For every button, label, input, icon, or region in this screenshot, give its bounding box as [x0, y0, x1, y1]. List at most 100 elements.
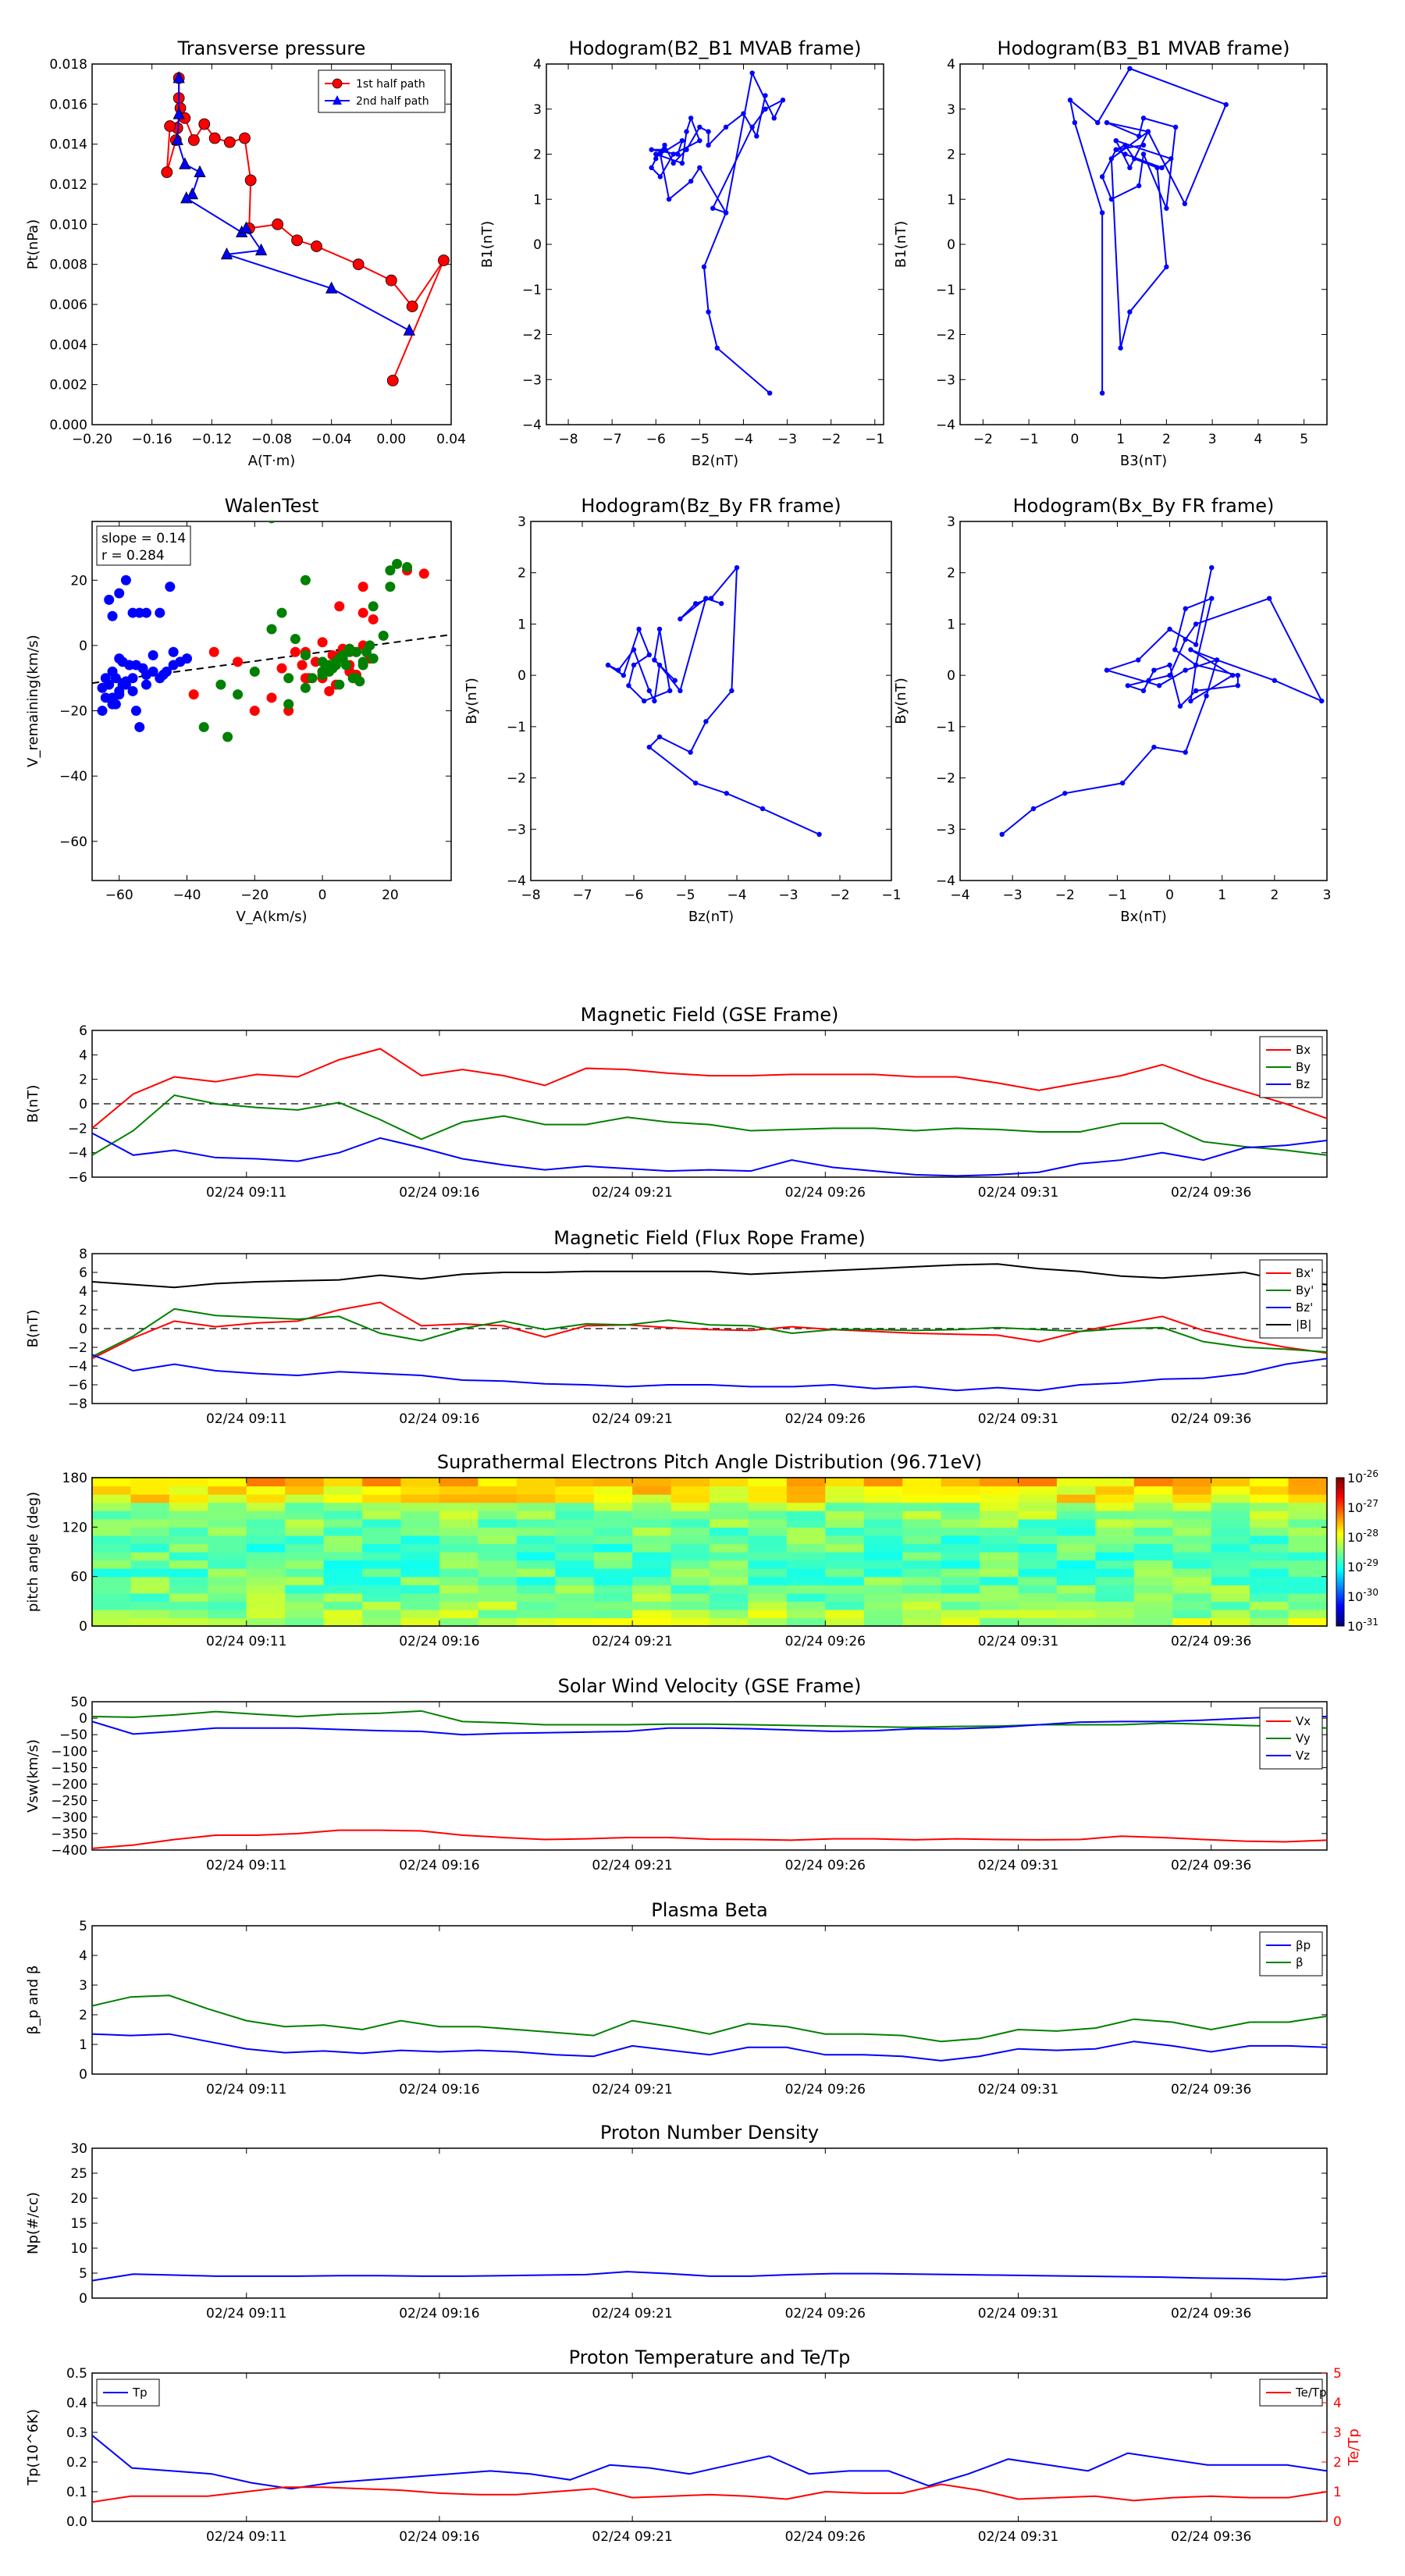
heatmap-cell — [863, 1510, 903, 1520]
heatmap-cell — [516, 1552, 556, 1561]
heatmap-cell — [362, 1576, 402, 1585]
y-tick-label: 60 — [70, 1570, 87, 1585]
heatmap-cell — [478, 1527, 518, 1536]
heatmap-cell — [1095, 1617, 1135, 1627]
data-point — [670, 160, 676, 166]
plot-area — [999, 564, 1325, 838]
heatmap-cell — [1133, 1592, 1173, 1602]
heatmap-cell — [941, 1585, 980, 1594]
y-tick-label: 50 — [70, 1695, 87, 1710]
data-point — [357, 656, 368, 667]
heatmap-cell — [555, 1560, 595, 1569]
heatmap-cell — [593, 1585, 633, 1594]
heatmap-cell — [439, 1617, 478, 1627]
data-point — [703, 719, 709, 724]
heatmap-cell — [208, 1609, 247, 1619]
heatmap-cell — [362, 1478, 402, 1487]
x-tick-label: −6 — [624, 888, 643, 903]
y-tick-label: 6 — [79, 1265, 87, 1281]
colorbar-segment — [1336, 1571, 1344, 1574]
data-point — [1204, 693, 1209, 699]
heatmap-cell — [593, 1609, 633, 1619]
y-axis-label: B1(nT) — [893, 221, 909, 268]
data-point — [1099, 174, 1105, 180]
heatmap-cell — [1056, 1535, 1096, 1545]
data-point — [354, 676, 365, 687]
heatmap-cell — [748, 1601, 788, 1610]
heatmap-cell — [400, 1485, 440, 1495]
data-point — [1167, 672, 1172, 678]
y-tick-label: 0 — [947, 668, 955, 684]
heatmap-cell — [902, 1494, 942, 1503]
heatmap-cell — [1288, 1617, 1328, 1627]
x-tick-label: 2 — [1162, 432, 1171, 447]
heatmap-cell — [710, 1535, 749, 1545]
heatmap-cell — [593, 1552, 633, 1561]
heatmap-cell — [555, 1494, 595, 1503]
y-tick-label: 8 — [79, 1247, 87, 1262]
heatmap-cell — [670, 1527, 710, 1536]
y-tick-label: 2 — [947, 566, 955, 582]
heatmap-cell — [902, 1568, 942, 1578]
data-point — [127, 673, 138, 684]
heatmap-cell — [555, 1527, 595, 1536]
data-point — [708, 596, 714, 601]
plot-title: Suprathermal Electrons Pitch Angle Distr… — [437, 1451, 982, 1473]
heatmap-cell — [1250, 1576, 1289, 1585]
data-point — [352, 258, 365, 271]
heatmap-cell — [1288, 1478, 1328, 1487]
heatmap-cell — [980, 1510, 1019, 1520]
x-tick-label: 02/24 09:21 — [592, 1411, 672, 1427]
y-tick-label: 3 — [947, 102, 955, 118]
data-point — [1193, 642, 1199, 647]
heatmap-cell — [478, 1485, 518, 1495]
heatmap-cell — [555, 1576, 595, 1585]
heatmap-cell — [1250, 1485, 1289, 1495]
heatmap-cell — [748, 1478, 788, 1487]
data-point — [168, 646, 179, 657]
plot-frame — [91, 1701, 1328, 1851]
data-point — [361, 646, 372, 657]
heatmap-cell — [670, 1543, 710, 1553]
data-point — [198, 118, 211, 130]
data-point — [780, 98, 786, 103]
plot-area — [92, 1994, 1327, 2062]
x-axis-label: V_A(km/s) — [236, 909, 307, 925]
x-tick-label: 02/24 09:16 — [399, 2082, 479, 2097]
heatmap-cell — [208, 1560, 247, 1569]
heatmap-cell — [670, 1585, 710, 1594]
heatmap-cell — [632, 1518, 672, 1528]
data-point — [734, 564, 740, 571]
heatmap-cell — [1172, 1585, 1212, 1594]
y-tick-label: 3 — [947, 514, 955, 530]
heatmap-cell — [130, 1510, 170, 1520]
heatmap-cell — [1288, 1592, 1328, 1602]
colorbar-segment — [1336, 1578, 1344, 1582]
heatmap-cell — [786, 1478, 826, 1487]
heatmap-cell — [941, 1609, 980, 1619]
heatmap-cell — [863, 1592, 903, 1602]
data-point — [646, 744, 652, 750]
plot-title: Transverse pressure — [177, 37, 366, 59]
heatmap-cell — [285, 1576, 325, 1585]
colorbar-segment — [1336, 1514, 1344, 1518]
heatmap-cell — [1018, 1502, 1058, 1511]
data-point — [249, 706, 260, 717]
heatmap-cell — [478, 1543, 518, 1553]
heatmap-cell — [92, 1601, 132, 1610]
data-point — [656, 662, 663, 668]
colorbar-segment — [1336, 1601, 1344, 1604]
heatmap-cell — [323, 1560, 363, 1569]
data-point — [283, 699, 294, 710]
heatmap-cell — [710, 1576, 749, 1585]
data-point — [290, 646, 301, 657]
y-tick-label: 4 — [533, 57, 542, 73]
heatmap-cell — [1211, 1601, 1250, 1610]
x-tick-label: 02/24 09:16 — [399, 1411, 479, 1427]
data-point — [350, 646, 361, 657]
heatmap-cell — [748, 1617, 788, 1627]
x-axis-label: Bx(nT) — [1120, 909, 1166, 925]
heatmap-cell — [92, 1576, 132, 1585]
y-tick-label: −20 — [59, 704, 87, 720]
heatmap-cell — [748, 1592, 788, 1602]
